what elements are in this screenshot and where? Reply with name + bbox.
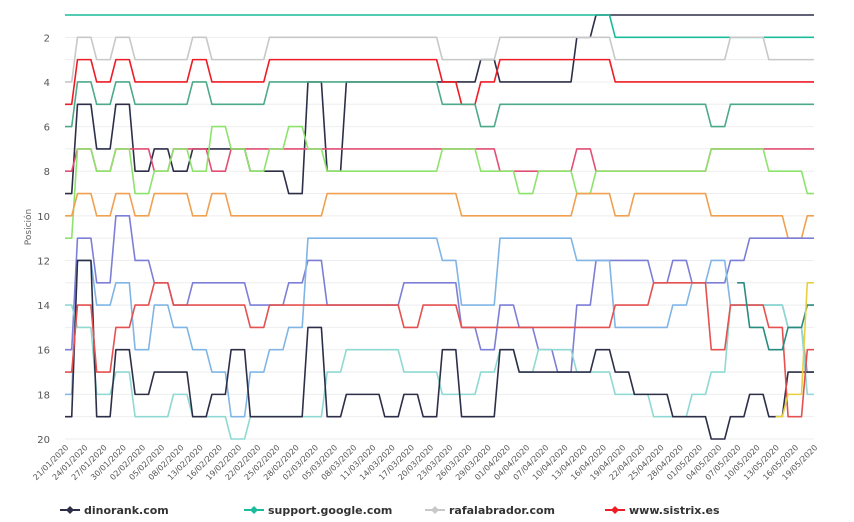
series-line-3 [65,58,814,106]
series-line-11 [65,259,814,440]
series-line-2 [65,36,814,83]
legend-label: support.google.com [268,504,392,517]
series-line-14 [775,281,814,418]
y-tick-label: 6 [44,123,50,134]
legend-label: rafalabrador.com [449,504,555,517]
series-line-7 [65,192,814,239]
series-line-1 [65,14,814,39]
legend-marker [611,506,619,514]
legend-label: dinorank.com [84,504,169,517]
y-axis-label: Posición [23,209,34,245]
legend-label: www.sistrix.es [629,504,720,517]
y-tick-label: 16 [37,346,50,357]
series-line-8 [65,215,814,373]
series-line-13 [737,281,814,351]
y-tick-label: 2 [44,33,50,44]
series-line-4 [65,81,814,128]
legend: dinorank.com support.google.com rafalabrad… [60,504,720,517]
series-line-9 [65,237,814,418]
y-tick-label: 4 [44,78,50,89]
y-tick-label: 14 [37,301,50,312]
y-tick-label: 8 [44,167,50,178]
x-axis-ticks: 21/01/202024/01/202027/01/202030/01/2020… [31,443,819,482]
legend-marker [431,506,439,514]
series-line-12 [65,281,814,418]
y-tick-label: 20 [37,435,50,446]
y-axis-ticks: 2 4 6 8 10 12 14 16 18 20 [37,33,50,446]
series-lines [65,14,814,440]
y-tick-label: 12 [37,256,50,267]
series-line-6 [65,125,814,239]
legend-marker [250,506,258,514]
legend-marker [66,506,74,514]
y-tick-label: 10 [37,212,50,223]
y-tick-label: 18 [37,390,50,401]
